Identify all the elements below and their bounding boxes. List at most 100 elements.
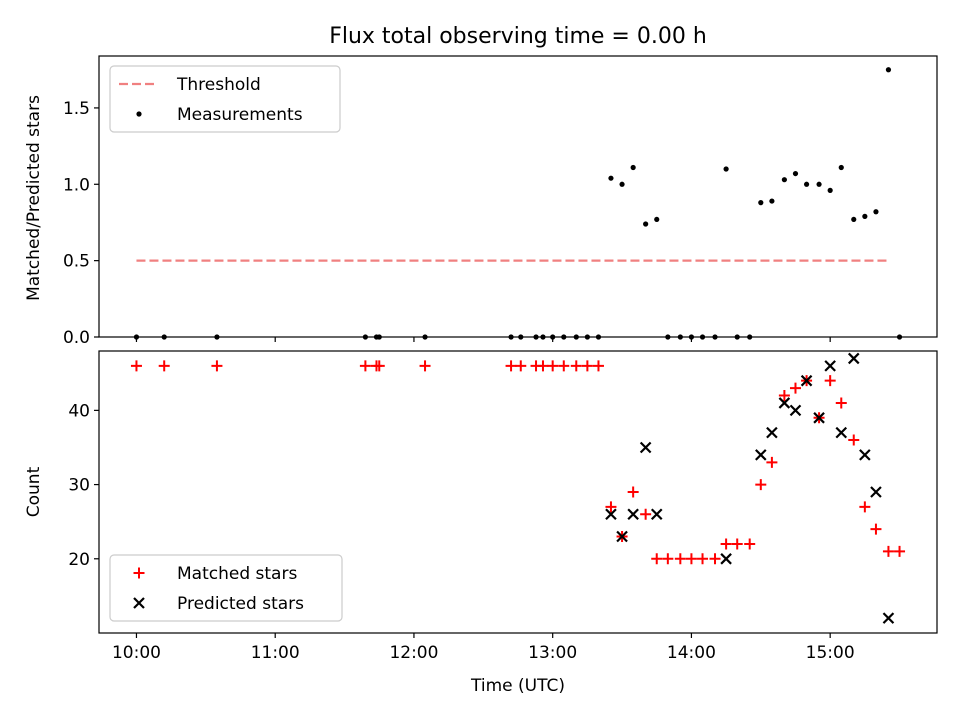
- legend-box: [109, 65, 341, 133]
- data-point: [627, 486, 639, 498]
- legend-swatch: [133, 567, 145, 579]
- legend-item: Threshold: [119, 75, 261, 95]
- data-point: [731, 538, 743, 550]
- legend-swatch: [136, 111, 142, 117]
- series-0: [130, 360, 906, 565]
- data-point: [630, 164, 636, 171]
- x-tick-label: 13:00: [528, 643, 577, 663]
- data-point: [515, 360, 527, 372]
- data-point: [605, 508, 617, 521]
- data-point: [862, 213, 868, 219]
- y-tick-label: 1.0: [63, 175, 90, 195]
- chart-title: Flux total observing time = 0.00 h: [329, 24, 707, 49]
- x-tick-label: 10:00: [112, 643, 161, 663]
- data-point: [419, 360, 431, 372]
- data-point: [813, 412, 825, 424]
- data-point: [792, 170, 799, 177]
- y-axis-label: Matched/Predicted stars: [24, 95, 44, 301]
- data-point: [581, 360, 593, 372]
- legend-item: Measurements: [136, 105, 303, 125]
- data-point: [616, 530, 628, 543]
- data-point: [789, 382, 801, 394]
- data-point: [130, 360, 142, 372]
- y-tick-label: 0.5: [63, 252, 90, 272]
- data-point: [755, 449, 767, 461]
- data-point: [709, 553, 721, 565]
- data-point: [359, 360, 371, 372]
- data-point: [885, 67, 892, 73]
- data-point: [674, 553, 686, 565]
- legend-label: Threshold: [176, 75, 261, 95]
- y-axis-label: Count: [24, 466, 44, 517]
- data-point: [827, 187, 833, 193]
- data-point: [882, 612, 895, 624]
- top-panel: 0.0 0.5 1.0 1.5 Matched/Predicted stars Thres…: [24, 55, 938, 348]
- data-point: [697, 553, 709, 565]
- data-point: [639, 441, 652, 454]
- data-point: [789, 404, 802, 417]
- data-point: [619, 181, 625, 187]
- data-point: [766, 426, 778, 439]
- data-point: [851, 216, 857, 223]
- data-point: [547, 360, 559, 372]
- data-point: [882, 545, 894, 557]
- data-point: [608, 175, 614, 181]
- data-point: [158, 360, 170, 372]
- data-point: [537, 360, 549, 372]
- data-point: [558, 360, 570, 372]
- data-point: [778, 397, 791, 409]
- data-point: [894, 545, 906, 557]
- data-point: [870, 486, 882, 498]
- data-point: [859, 501, 871, 513]
- data-point: [816, 181, 822, 187]
- data-point: [570, 360, 582, 372]
- bottom-panel: 20 30 40 10:00 11:00 12:00 13:00 14:00 15:00 Coun…: [24, 350, 938, 696]
- data-point: [720, 538, 732, 550]
- data-point: [769, 198, 775, 204]
- data-point: [605, 501, 617, 513]
- data-point: [650, 508, 663, 521]
- legend-label: Matched stars: [177, 564, 297, 584]
- data-point: [824, 375, 836, 387]
- data-point: [640, 508, 652, 520]
- data-point: [835, 397, 847, 409]
- data-point: [859, 449, 871, 461]
- legend-item: Predicted stars: [133, 594, 304, 614]
- y-tick-label: 30: [68, 476, 90, 496]
- data-point: [873, 209, 879, 215]
- legend-box: [109, 554, 343, 622]
- x-tick-label: 15:00: [806, 643, 855, 663]
- y-tick-label: 40: [68, 401, 90, 421]
- x-tick-label: 14:00: [667, 643, 716, 663]
- x-tick-label: 11:00: [251, 643, 300, 663]
- legend-item: Matched stars: [133, 564, 297, 584]
- data-point: [766, 456, 778, 468]
- series-1: [605, 352, 895, 624]
- data-point: [662, 553, 674, 565]
- data-point: [824, 360, 836, 372]
- legend-swatch: [133, 597, 145, 609]
- x-axis-label: Time (UTC): [470, 676, 565, 696]
- y-tick-label: 20: [68, 550, 90, 570]
- data-point: [800, 374, 813, 387]
- data-point: [744, 538, 756, 550]
- y-tick-label: 0.0: [63, 328, 90, 348]
- data-point: [758, 200, 764, 206]
- data-point: [835, 426, 848, 439]
- data-point: [803, 181, 810, 187]
- data-point: [720, 553, 732, 565]
- legend-label: Measurements: [177, 105, 303, 125]
- data-point: [838, 164, 844, 171]
- data-point: [870, 523, 882, 535]
- data-point: [654, 216, 660, 223]
- data-point: [778, 390, 790, 402]
- data-point: [755, 479, 767, 491]
- data-point: [211, 360, 223, 372]
- legend: Matched stars Predicted stars: [109, 554, 343, 622]
- legend-label: Predicted stars: [177, 594, 304, 614]
- axes-frame: [98, 55, 938, 338]
- data-point: [781, 177, 787, 183]
- data-point: [643, 221, 649, 227]
- data-point: [685, 553, 697, 565]
- data-point: [592, 360, 604, 372]
